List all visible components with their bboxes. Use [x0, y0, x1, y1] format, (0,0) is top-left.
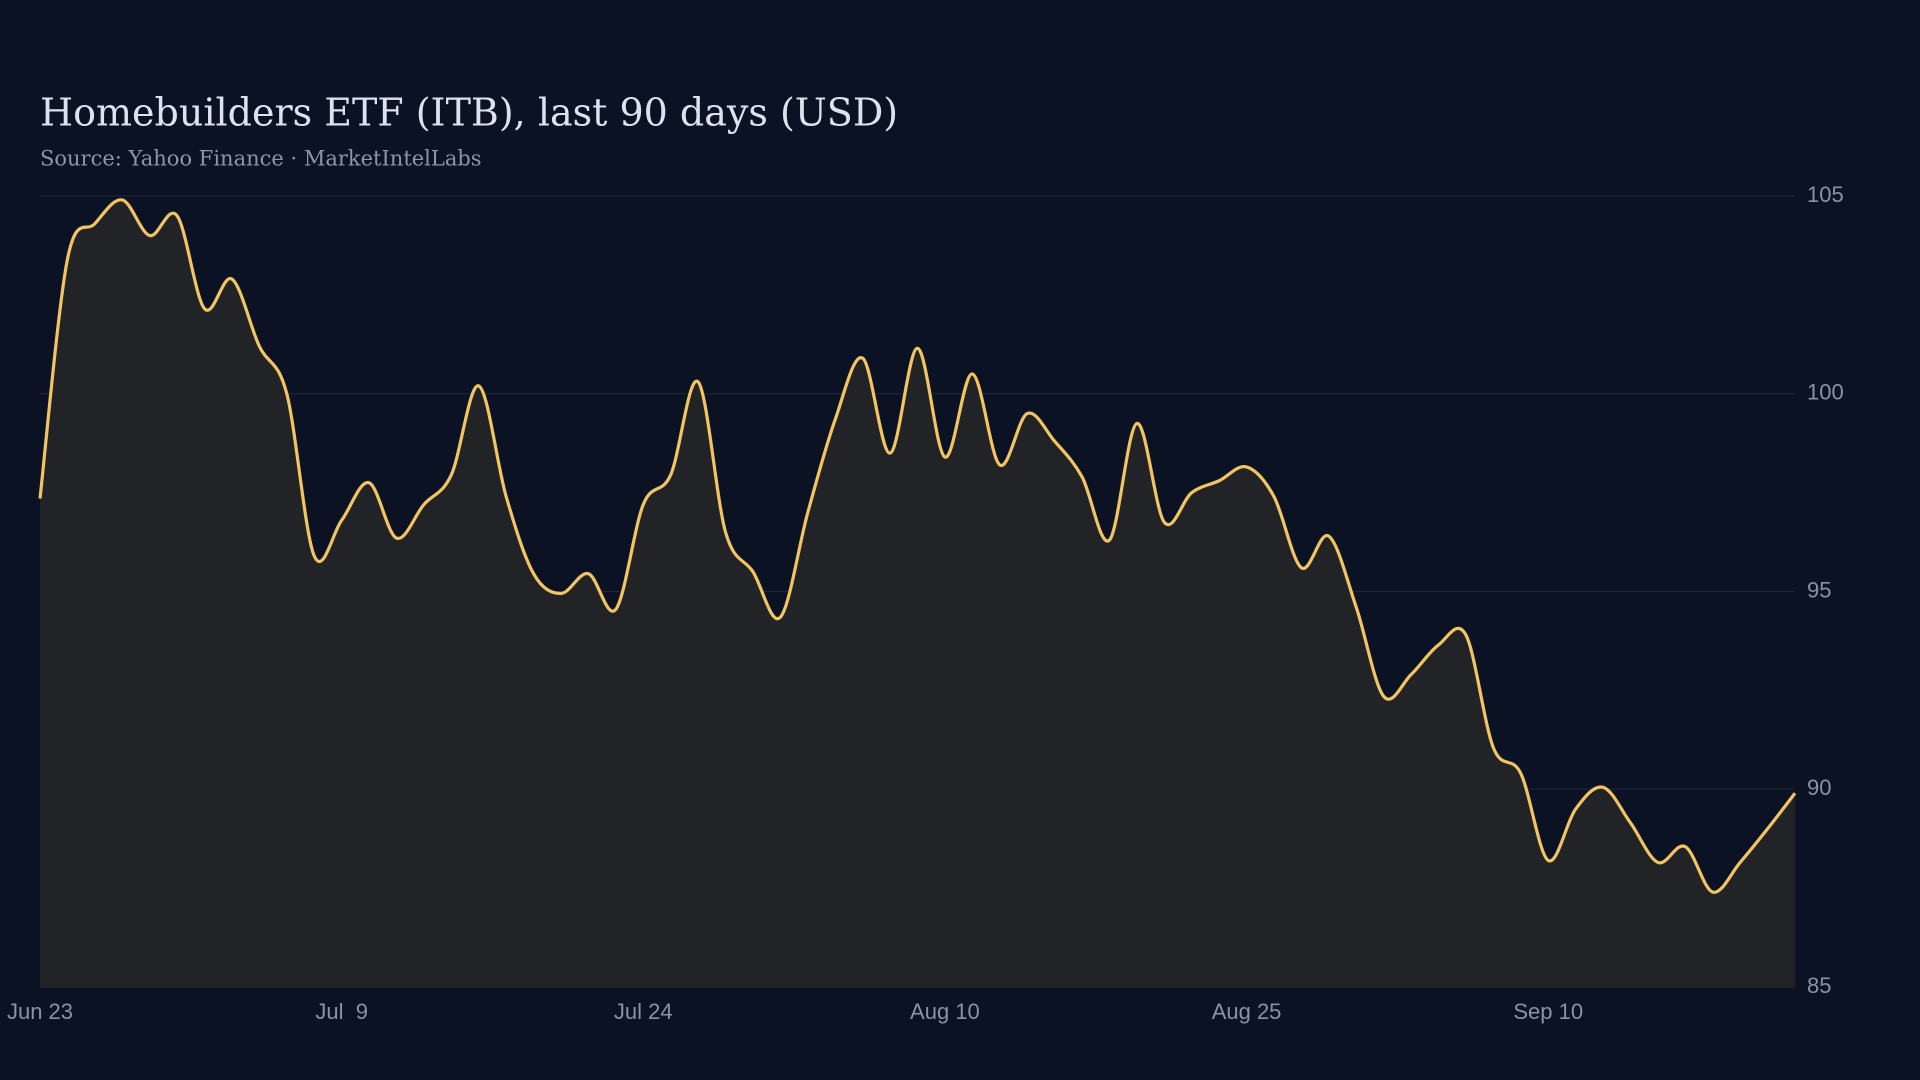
- chart-title: Homebuilders ETF (ITB), last 90 days (US…: [40, 91, 898, 135]
- x-tick-label: Jul 24: [614, 999, 673, 1024]
- y-tick-label: 95: [1807, 577, 1831, 602]
- x-tick-label: Jul 9: [315, 999, 368, 1024]
- x-tick-label: Sep 10: [1513, 999, 1583, 1024]
- y-tick-label: 90: [1807, 775, 1831, 800]
- x-tick-label: Jun 23: [7, 999, 73, 1024]
- chart-subtitle: Source: Yahoo Finance · MarketIntelLabs: [40, 147, 482, 171]
- y-tick-label: 85: [1807, 973, 1831, 998]
- line: [38, 198, 1797, 894]
- x-tick-label: Aug 25: [1212, 999, 1282, 1024]
- y-tick-label: 105: [1807, 182, 1844, 207]
- area: [40, 199, 1795, 987]
- x-tick-label: Aug 10: [910, 999, 980, 1024]
- y-tick-label: 100: [1807, 380, 1844, 405]
